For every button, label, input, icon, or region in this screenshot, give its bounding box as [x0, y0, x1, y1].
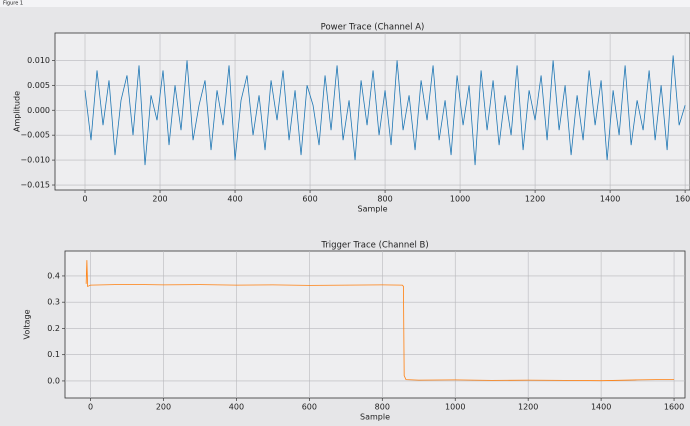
- plot-area: [54, 32, 690, 191]
- y-tick-label: 0.000: [27, 106, 50, 115]
- y-axis-label: Amplitude: [13, 91, 22, 132]
- window-bar: [0, 0, 690, 7]
- y-axis-label: Voltage: [23, 309, 32, 339]
- x-tick-label: 400: [229, 403, 244, 412]
- x-tick-label: 1000: [450, 195, 470, 204]
- y-tick-label: 0.3: [47, 298, 60, 307]
- x-tick-label: 1400: [600, 195, 620, 204]
- window-title: Figure 1: [3, 1, 23, 7]
- x-tick-label: 600: [302, 195, 317, 204]
- x-tick-label: 1200: [525, 195, 545, 204]
- y-tick-label: 0.010: [27, 56, 50, 65]
- x-tick-label: 600: [302, 403, 317, 412]
- x-tick-label: 1000: [445, 403, 465, 412]
- x-tick-label: 1600: [675, 195, 690, 204]
- x-axis-label: Sample: [360, 413, 390, 422]
- x-tick-label: 400: [227, 195, 242, 204]
- y-tick-label: 0.4: [47, 271, 60, 280]
- y-tick-label: 0.1: [47, 350, 60, 359]
- y-tick-label: 0.2: [47, 324, 60, 333]
- x-tick-label: 200: [156, 403, 171, 412]
- y-tick-label: −0.010: [20, 156, 50, 165]
- chart-title: Power Trace (Channel A): [321, 23, 425, 33]
- x-tick-label: 1200: [518, 403, 538, 412]
- trace-line: [85, 260, 675, 382]
- x-axis-label: Sample: [358, 205, 388, 214]
- x-tick-label: 800: [377, 195, 392, 204]
- trace-line: [84, 55, 686, 166]
- y-tick-label: −0.015: [20, 181, 50, 190]
- y-tick-label: 0.0: [47, 376, 60, 385]
- x-tick-label: 0: [82, 195, 87, 204]
- x-tick-label: 1400: [591, 403, 611, 412]
- x-tick-label: 800: [375, 403, 390, 412]
- x-tick-label: 200: [152, 195, 167, 204]
- x-tick-label: 1600: [664, 403, 684, 412]
- y-tick-label: 0.005: [27, 81, 50, 90]
- y-tick-label: −0.005: [20, 131, 50, 140]
- plot-area: [64, 250, 686, 399]
- x-tick-label: 0: [88, 403, 93, 412]
- chart-title: Trigger Trace (Channel B): [320, 241, 428, 251]
